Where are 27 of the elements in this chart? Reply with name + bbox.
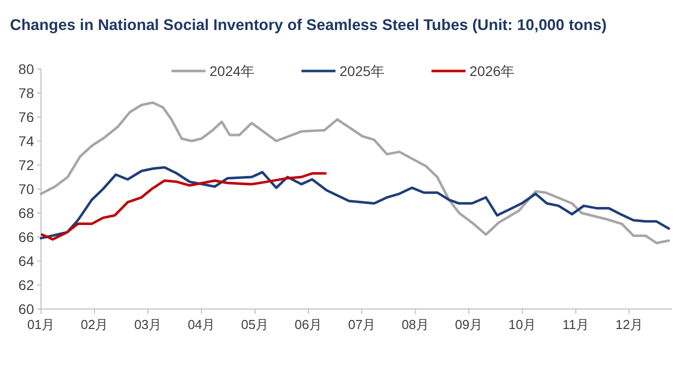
y-tick-label: 66 [18,229,34,245]
y-tick-label: 78 [18,85,34,101]
x-tick-label: 03月 [134,317,162,332]
x-tick-label: 02月 [80,317,108,332]
x-tick-label: 05月 [241,317,269,332]
y-tick-label: 80 [18,61,34,77]
y-tick-label: 74 [18,133,34,149]
x-tick-label: 01月 [27,317,55,332]
y-tick-label: 64 [18,253,34,269]
x-tick-label: 06月 [294,317,322,332]
x-tick-label: 07月 [348,317,376,332]
x-tick-label: 10月 [508,317,536,332]
y-tick-label: 76 [18,109,34,125]
x-tick-label: 09月 [455,317,483,332]
x-tick-label: 08月 [402,317,430,332]
legend-label: 2026年 [470,63,515,79]
x-tick-label: 12月 [615,317,643,332]
legend-label: 2024年 [210,63,255,79]
y-tick-label: 70 [18,181,34,197]
x-tick-label: 04月 [188,317,216,332]
chart-title: Changes in National Social Inventory of Seamless Steel Tubes (Unit: 10,000 tons) [10,17,607,34]
y-tick-label: 60 [18,301,34,317]
y-tick-label: 62 [18,277,34,293]
legend-label: 2025年 [340,63,385,79]
y-tick-label: 72 [18,157,34,173]
x-tick-label: 11月 [562,317,589,332]
y-tick-label: 68 [18,205,34,221]
